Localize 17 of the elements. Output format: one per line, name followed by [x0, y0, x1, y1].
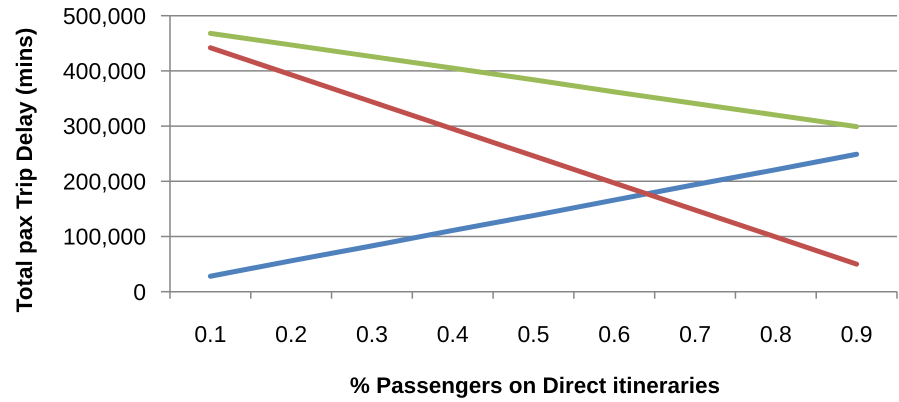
y-tick-label: 500,000 — [62, 2, 146, 29]
x-tick-label: 0.6 — [598, 321, 630, 347]
x-tick-label: 0.8 — [760, 321, 792, 347]
x-tick-label: 0.9 — [840, 321, 873, 347]
y-tick-label: 200,000 — [62, 168, 146, 194]
x-axis-title: % Passengers on Direct itineraries — [350, 373, 720, 398]
y-tick-label: 100,000 — [62, 224, 146, 250]
x-tick-label: 0.5 — [518, 321, 550, 347]
x-tick-label: 0.7 — [679, 321, 712, 347]
y-tick-label: 400,000 — [62, 58, 146, 84]
x-tick-label: 0.4 — [436, 321, 469, 347]
x-tick-label: 0.2 — [275, 321, 308, 347]
x-tick-label: 0.1 — [194, 321, 226, 347]
x-tick-label: 0.3 — [356, 321, 388, 347]
y-tick-label: 0 — [133, 278, 146, 305]
y-axis-title: Total pax Trip Delay (mins) — [12, 28, 37, 312]
y-tick-label: 300,000 — [62, 113, 146, 140]
